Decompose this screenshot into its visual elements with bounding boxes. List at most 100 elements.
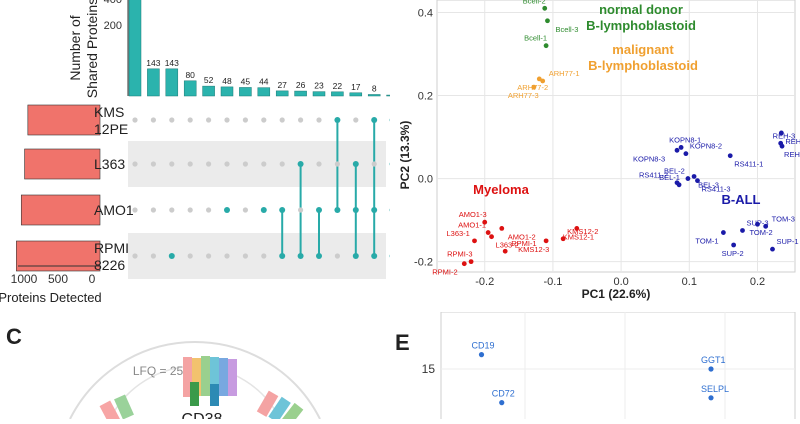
intersection-bar bbox=[276, 91, 288, 96]
matrix-dot-active bbox=[261, 207, 267, 213]
pca-point bbox=[683, 151, 688, 156]
matrix-dot-active bbox=[316, 207, 322, 213]
e-ytick-15: 15 bbox=[422, 362, 436, 376]
pca-ytick: -0.2 bbox=[414, 257, 433, 269]
ring-bar bbox=[210, 384, 219, 406]
matrix-dot-inactive bbox=[206, 253, 211, 258]
pca-xlabel: PC1 (22.6%) bbox=[582, 287, 651, 301]
set-size-bar bbox=[25, 149, 100, 179]
ring-bar bbox=[201, 356, 210, 396]
pca-group-label: Myeloma bbox=[473, 182, 529, 197]
matrix-dot-active bbox=[298, 253, 304, 259]
matrix-dot-inactive bbox=[224, 253, 229, 258]
pca-group-label: B-lymphoblastoid bbox=[588, 58, 698, 73]
pca-point bbox=[561, 236, 566, 241]
lfq-label: LFQ = 25 bbox=[133, 364, 184, 378]
ring-bars-top bbox=[183, 356, 237, 406]
set-size-bar bbox=[28, 105, 100, 135]
intersection-bar bbox=[129, 0, 141, 96]
matrix-dot-inactive bbox=[206, 207, 211, 212]
pca-point-label: RPMI-2 bbox=[432, 268, 457, 277]
matrix-dot-inactive bbox=[188, 253, 193, 258]
matrix-dot-inactive bbox=[188, 207, 193, 212]
e-point bbox=[479, 352, 484, 357]
set-name-label: L363 bbox=[94, 156, 125, 172]
center-label: CD38 bbox=[182, 411, 223, 419]
intersection-bar-label: 22 bbox=[333, 81, 343, 91]
matrix-dot-inactive bbox=[169, 207, 174, 212]
matrix-dot-inactive bbox=[372, 161, 377, 166]
pca-point-label: TOM-2 bbox=[749, 228, 772, 237]
matrix-dot-active bbox=[371, 207, 377, 213]
matrix-dot-inactive bbox=[280, 117, 285, 122]
intersection-bar-label: 48 bbox=[222, 76, 232, 86]
matrix-dot-inactive bbox=[151, 117, 156, 122]
set-size-bar bbox=[21, 195, 100, 225]
bar-ytick-400: 400 bbox=[104, 0, 122, 6]
detected-tick-0: 0 bbox=[89, 272, 96, 286]
upset-panel: 1431438052484544272623221785 KMS12PEL363… bbox=[0, 0, 390, 310]
matrix-dot-inactive bbox=[316, 161, 321, 166]
pca-point-label: RPMI-1 bbox=[511, 239, 536, 248]
pca-point bbox=[540, 79, 545, 84]
pca-point-label: ARH77-1 bbox=[549, 69, 580, 78]
upset-chart: 1431438052484544272623221785 KMS12PEL363… bbox=[0, 0, 390, 310]
pca-ylabel: PC2 (13.3%) bbox=[398, 121, 412, 190]
matrix-dot-inactive bbox=[169, 161, 174, 166]
intersection-bar bbox=[221, 87, 233, 96]
e-plot-area bbox=[441, 312, 795, 419]
matrix-dot-inactive bbox=[243, 117, 248, 122]
matrix-dot-active bbox=[316, 253, 322, 259]
pca-point-label: SUP-2 bbox=[722, 249, 744, 258]
matrix-dot-inactive bbox=[243, 207, 248, 212]
bar-ylabel-line2: Shared Proteins bbox=[84, 0, 100, 98]
pca-point-label: REH-3 bbox=[773, 131, 796, 140]
matrix-dot-inactive bbox=[316, 117, 321, 122]
pca-xtick: -0.2 bbox=[475, 276, 494, 288]
pca-xtick: 0.1 bbox=[682, 276, 697, 288]
e-point bbox=[708, 366, 713, 371]
matrix-dot-active bbox=[371, 117, 377, 123]
matrix-dot-active bbox=[371, 253, 377, 259]
pca-point-label: REH-2 bbox=[784, 150, 800, 159]
pca-point bbox=[544, 43, 549, 48]
pca-point bbox=[679, 145, 684, 150]
pca-point bbox=[695, 178, 700, 183]
intersection-bar-label: 45 bbox=[241, 76, 251, 86]
pca-xtick: 0.2 bbox=[750, 276, 765, 288]
matrix-dot-inactive bbox=[188, 161, 193, 166]
bar-ylabel-line1: Number of bbox=[67, 15, 83, 80]
intersection-bar-label: 52 bbox=[204, 75, 214, 85]
pca-point bbox=[469, 259, 474, 264]
matrix-dot-inactive bbox=[243, 253, 248, 258]
pca-point-label: KMS12-2 bbox=[567, 227, 598, 236]
ring-bar bbox=[190, 382, 199, 406]
e-point bbox=[708, 395, 713, 400]
pca-point bbox=[728, 153, 733, 158]
detected-tick-1000: 1000 bbox=[11, 272, 38, 286]
matrix-dot-active bbox=[279, 207, 285, 213]
matrix-dot-inactive bbox=[206, 161, 211, 166]
set-name-label: KMS bbox=[94, 104, 124, 120]
pca-point-label: KOPN8-3 bbox=[633, 154, 665, 163]
pca-ytick: 0.4 bbox=[418, 7, 433, 19]
matrix-dot-active bbox=[224, 207, 230, 213]
pca-group-label: normal donor bbox=[599, 2, 683, 17]
matrix-dot-inactive bbox=[132, 253, 137, 258]
detected-axis-label: Proteins Detected bbox=[0, 290, 102, 305]
matrix-dot-active bbox=[298, 161, 304, 167]
pca-point bbox=[740, 228, 745, 233]
matrix-dot-active bbox=[353, 253, 359, 259]
pca-point bbox=[692, 174, 697, 179]
pca-point bbox=[542, 6, 547, 11]
matrix-dot-inactive bbox=[261, 161, 266, 166]
e-point-label: CD19 bbox=[472, 341, 495, 351]
matrix-dot-inactive bbox=[188, 117, 193, 122]
pca-point-label: KOPN8-2 bbox=[690, 142, 722, 151]
intersection-bar bbox=[258, 88, 270, 96]
intersection-bar bbox=[387, 95, 390, 96]
matrix-dot-active bbox=[353, 161, 359, 167]
pca-point bbox=[531, 85, 536, 90]
